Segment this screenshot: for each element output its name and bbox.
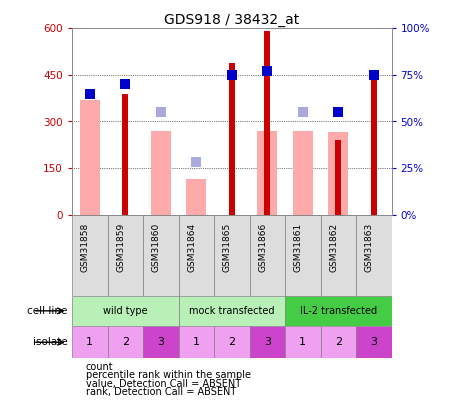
Text: 2: 2: [335, 337, 342, 347]
Bar: [370, 75, 377, 215]
Point: [299, 109, 306, 115]
Bar: [285, 296, 392, 326]
Bar: [72, 296, 179, 326]
Text: IL-2 transfected: IL-2 transfected: [300, 306, 377, 316]
Text: GSM31865: GSM31865: [223, 223, 232, 272]
Text: 3: 3: [264, 337, 271, 347]
Bar: [320, 326, 356, 358]
Bar: [80, 100, 99, 215]
Text: 3: 3: [370, 337, 377, 347]
Text: GSM31860: GSM31860: [152, 223, 161, 272]
Point: [335, 109, 342, 115]
Text: mock transfected: mock transfected: [189, 306, 274, 316]
Bar: [285, 215, 320, 296]
Bar: [179, 296, 285, 326]
Bar: [72, 326, 108, 358]
Text: GSM31862: GSM31862: [329, 223, 338, 272]
Text: value, Detection Call = ABSENT: value, Detection Call = ABSENT: [86, 379, 241, 389]
Text: 1: 1: [193, 337, 200, 347]
Bar: [179, 215, 214, 296]
Bar: [356, 215, 392, 296]
Bar: [143, 215, 179, 296]
Text: 2: 2: [228, 337, 235, 347]
Text: GSM31866: GSM31866: [258, 223, 267, 272]
Text: 2: 2: [122, 337, 129, 347]
Text: percentile rank within the sample: percentile rank within the sample: [86, 370, 251, 380]
Bar: [229, 62, 235, 215]
Text: count: count: [86, 362, 113, 371]
Bar: [143, 326, 179, 358]
Point: [86, 90, 93, 97]
Text: GSM31859: GSM31859: [116, 223, 125, 272]
Bar: [122, 94, 128, 215]
Text: 3: 3: [157, 337, 164, 347]
Bar: [293, 131, 312, 215]
Bar: [257, 131, 277, 215]
Text: 1: 1: [299, 337, 306, 347]
Bar: [186, 179, 206, 215]
Bar: [72, 215, 108, 296]
Bar: [214, 215, 249, 296]
Bar: [108, 215, 143, 296]
Bar: [285, 326, 320, 358]
Bar: [356, 326, 392, 358]
Bar: [249, 326, 285, 358]
Point: [157, 109, 164, 115]
Bar: [335, 140, 342, 215]
Bar: [151, 131, 171, 215]
Point: [193, 159, 200, 166]
Bar: [108, 326, 143, 358]
Bar: [264, 32, 270, 215]
Text: isolate: isolate: [33, 337, 68, 347]
Text: rank, Detection Call = ABSENT: rank, Detection Call = ABSENT: [86, 387, 236, 397]
Bar: [214, 326, 249, 358]
Title: GDS918 / 38432_at: GDS918 / 38432_at: [164, 13, 299, 27]
Bar: [328, 132, 348, 215]
Text: cell line: cell line: [27, 306, 68, 316]
Text: GSM31864: GSM31864: [187, 223, 196, 272]
Text: wild type: wild type: [103, 306, 148, 316]
Text: 1: 1: [86, 337, 93, 347]
Text: GSM31863: GSM31863: [365, 223, 374, 272]
Bar: [179, 326, 214, 358]
Point: [264, 68, 271, 75]
Point: [122, 81, 129, 87]
Bar: [249, 215, 285, 296]
Text: GSM31861: GSM31861: [294, 223, 303, 272]
Bar: [320, 215, 356, 296]
Point: [228, 72, 235, 78]
Text: GSM31858: GSM31858: [81, 223, 90, 272]
Point: [370, 72, 378, 78]
